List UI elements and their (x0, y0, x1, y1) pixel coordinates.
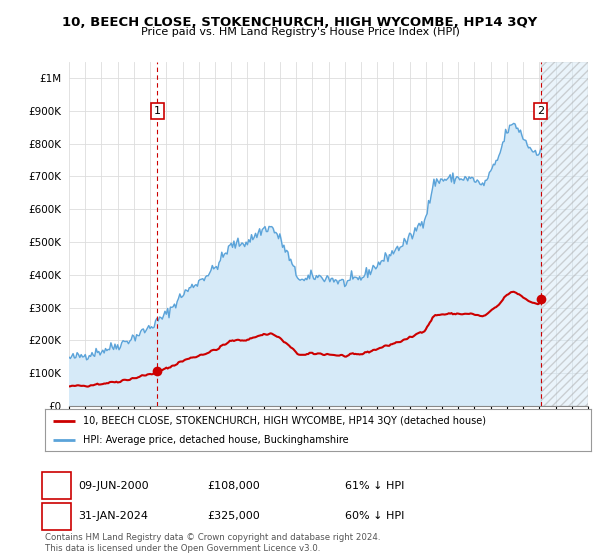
Text: 2: 2 (53, 510, 60, 523)
Text: 10, BEECH CLOSE, STOKENCHURCH, HIGH WYCOMBE, HP14 3QY: 10, BEECH CLOSE, STOKENCHURCH, HIGH WYCO… (62, 16, 538, 29)
Text: 60% ↓ HPI: 60% ↓ HPI (345, 511, 404, 521)
Text: 31-JAN-2024: 31-JAN-2024 (78, 511, 148, 521)
Text: 10, BEECH CLOSE, STOKENCHURCH, HIGH WYCOMBE, HP14 3QY (detached house): 10, BEECH CLOSE, STOKENCHURCH, HIGH WYCO… (83, 416, 486, 426)
Text: 09-JUN-2000: 09-JUN-2000 (78, 480, 149, 491)
Text: £325,000: £325,000 (207, 511, 260, 521)
Text: £108,000: £108,000 (207, 480, 260, 491)
Text: HPI: Average price, detached house, Buckinghamshire: HPI: Average price, detached house, Buck… (83, 435, 349, 445)
Text: Price paid vs. HM Land Registry's House Price Index (HPI): Price paid vs. HM Land Registry's House … (140, 27, 460, 37)
Text: 2: 2 (537, 106, 544, 116)
Text: Contains HM Land Registry data © Crown copyright and database right 2024.
This d: Contains HM Land Registry data © Crown c… (45, 533, 380, 553)
Text: 1: 1 (154, 106, 161, 116)
Text: 1: 1 (53, 479, 60, 492)
Text: 61% ↓ HPI: 61% ↓ HPI (345, 480, 404, 491)
